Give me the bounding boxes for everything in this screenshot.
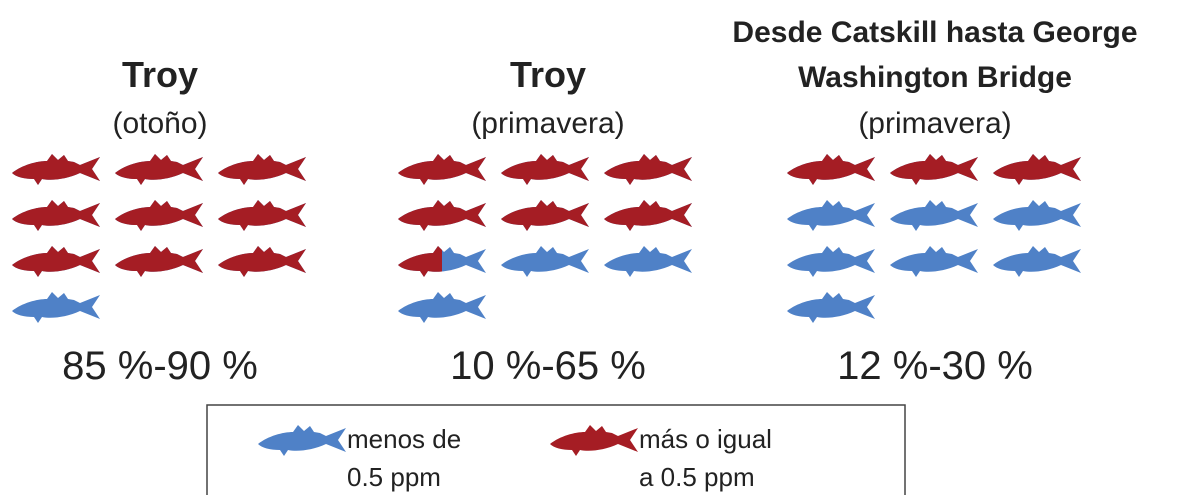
- legend-label: 0.5 ppm: [347, 462, 441, 492]
- fish-shape: [398, 154, 486, 185]
- fish-icon: [890, 154, 978, 185]
- fish-shape: [604, 200, 692, 231]
- fish-icon: [604, 200, 692, 231]
- fish-shape: [218, 154, 306, 185]
- fish-icon: [218, 246, 306, 277]
- legend-label: a 0.5 ppm: [639, 462, 755, 492]
- panel-title: Desde Catskill hasta George: [732, 16, 1137, 49]
- fish-shape: [787, 292, 875, 323]
- fish-shape: [993, 246, 1081, 277]
- range-label: 10 %-65 %: [450, 344, 646, 388]
- fish-icon: [604, 154, 692, 185]
- fish-shape: [501, 200, 589, 231]
- fish-shape: [398, 292, 486, 323]
- range-label: 12 %-30 %: [837, 344, 1033, 388]
- fish-icon: [12, 200, 100, 231]
- fish-icon: [501, 154, 589, 185]
- fish-icon: [258, 425, 346, 456]
- fish-icon: [12, 246, 100, 277]
- fish-shape: [993, 154, 1081, 185]
- fish-shape: [115, 154, 203, 185]
- fish-shape: [115, 200, 203, 231]
- fish-icon: [218, 200, 306, 231]
- fish-shape: [550, 425, 638, 456]
- fish-shape: [993, 200, 1081, 231]
- fish-icon: [787, 246, 875, 277]
- fish-shape: [604, 154, 692, 185]
- fish-icon: [787, 154, 875, 185]
- fish-icon: [604, 246, 692, 277]
- fish-shape: [890, 246, 978, 277]
- fish-shape: [604, 246, 692, 277]
- fish-icon: [993, 200, 1081, 231]
- panel-title: Washington Bridge: [798, 61, 1072, 94]
- legend-label: más o igual: [639, 424, 772, 454]
- fish-shape: [890, 154, 978, 185]
- fish-icon: [787, 292, 875, 323]
- legend-box: [206, 404, 906, 495]
- fish-shape: [12, 154, 100, 185]
- fish-icon: [115, 154, 203, 185]
- fish-icon: [115, 200, 203, 231]
- fish-shape: [398, 200, 486, 231]
- legend-label: menos de: [347, 424, 461, 454]
- fish-shape: [787, 154, 875, 185]
- fish-icon: [218, 154, 306, 185]
- panel-subtitle: (otoño): [112, 107, 207, 140]
- fish-shape: [12, 246, 100, 277]
- fish-icon: [12, 154, 100, 185]
- fish-shape: [787, 246, 875, 277]
- fish-shape: [890, 200, 978, 231]
- fish-shape: [115, 246, 203, 277]
- fish-shape: [501, 154, 589, 185]
- fish-icon: [787, 200, 875, 231]
- fish-icon: [501, 246, 589, 277]
- fish-icon: [890, 246, 978, 277]
- fish-icon: [398, 246, 486, 277]
- panel-title: Troy: [122, 54, 198, 95]
- panel-title: Troy: [510, 54, 586, 95]
- fish-shape: [258, 425, 346, 456]
- fish-icon: [115, 246, 203, 277]
- fish-shape: [218, 246, 306, 277]
- fish-shape: [787, 200, 875, 231]
- fish-icon: [398, 154, 486, 185]
- fish-icon: [12, 292, 100, 323]
- fish-shape: [501, 246, 589, 277]
- panel-subtitle: (primavera): [858, 107, 1011, 140]
- fish-icon: [501, 200, 589, 231]
- fish-icon: [993, 246, 1081, 277]
- panel-subtitle: (primavera): [471, 107, 624, 140]
- fish-shape: [218, 200, 306, 231]
- range-label: 85 %-90 %: [62, 344, 258, 388]
- fish-icon: [398, 200, 486, 231]
- fish-icon: [398, 292, 486, 323]
- fish-shape: [12, 292, 100, 323]
- fish-shape: [12, 200, 100, 231]
- fish-icon: [890, 200, 978, 231]
- fish-icon: [993, 154, 1081, 185]
- fish-icon: [550, 425, 638, 456]
